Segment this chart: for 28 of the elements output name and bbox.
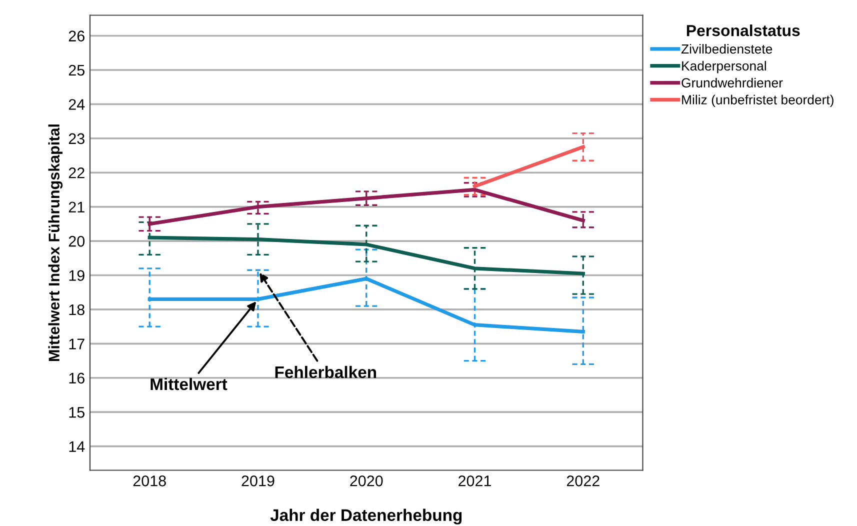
legend-label: Grundwehrdiener bbox=[682, 78, 783, 88]
x-tick-label: 2021 bbox=[458, 476, 491, 486]
legend-label: Zivilbedienstete bbox=[681, 44, 772, 54]
y-tick-label: 20 bbox=[68, 236, 85, 247]
y-tick-label: 25 bbox=[68, 64, 84, 76]
y-tick-label: 19 bbox=[69, 270, 84, 281]
y-tick-label: 23 bbox=[68, 133, 84, 144]
y-tick-label: 24 bbox=[68, 99, 85, 110]
y-tick-label: 26 bbox=[68, 30, 84, 42]
x-tick-label: 2022 bbox=[566, 476, 600, 486]
legend-label: Kaderpersonal bbox=[682, 60, 766, 74]
annotation: Fehlerbalken bbox=[275, 366, 376, 378]
y-axis-title: Mittelwert Index Führungskapital bbox=[48, 124, 63, 361]
x-tick-label: 2019 bbox=[242, 476, 274, 486]
legend-label: Miliz (unbefristet beordert) bbox=[682, 94, 834, 108]
legend-title: Personalstatus bbox=[686, 24, 800, 36]
y-tick-label: 17 bbox=[69, 338, 84, 350]
y-tick-label: 18 bbox=[69, 304, 84, 316]
y-tick-label: 21 bbox=[68, 202, 84, 212]
y-tick-label: 14 bbox=[69, 441, 85, 452]
line-series bbox=[148, 188, 585, 226]
x-tick-label: 2020 bbox=[350, 476, 383, 486]
x-axis-title: Jahr der Datenerhebung bbox=[270, 508, 462, 524]
y-tick-label: 22 bbox=[68, 167, 84, 178]
y-tick-label: 16 bbox=[69, 372, 84, 384]
x-tick-label: 2018 bbox=[133, 476, 166, 486]
annotation: Mittelwert bbox=[150, 378, 228, 390]
y-tick-label: 15 bbox=[69, 407, 84, 418]
